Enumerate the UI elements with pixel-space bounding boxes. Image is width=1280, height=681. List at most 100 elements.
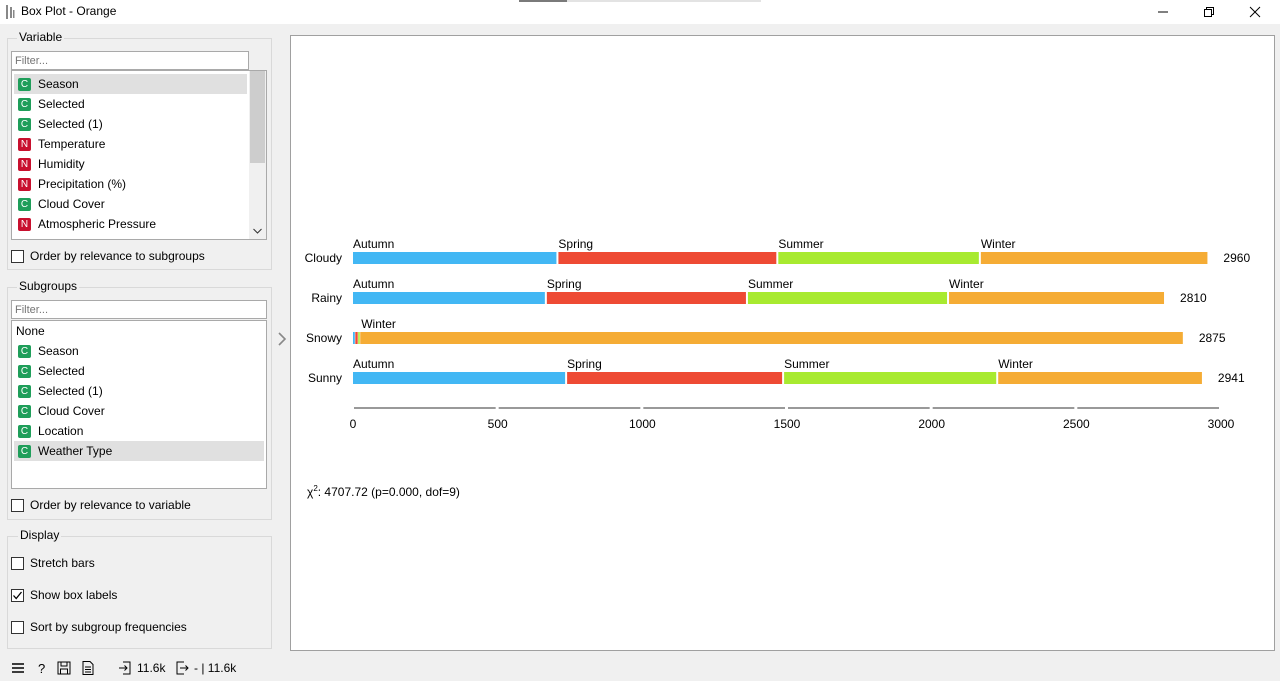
window-title: Box Plot - Orange [21, 4, 117, 18]
categorical-type-icon: C [18, 97, 31, 111]
subgroup-item-selected-1[interactable]: C Selected (1) [14, 381, 264, 401]
checkbox-box[interactable] [11, 249, 24, 263]
numeric-type-icon: N [18, 177, 31, 191]
list-item-label: Cloud Cover [38, 404, 105, 418]
list-item-label: Season [38, 77, 79, 91]
order-by-relevance-variable-checkbox[interactable]: Order by relevance to variable [11, 498, 191, 512]
show-box-labels-checkbox[interactable]: Show box labels [11, 588, 117, 602]
checkbox-label: Order by relevance to subgroups [30, 249, 205, 263]
plot-area[interactable]: Cloudy Autumn Spring Summer Winter 2960 Rainy A… [290, 35, 1275, 651]
bar-segment-sunny-winter [998, 372, 1202, 384]
subgroup-item-location[interactable]: C Location [14, 421, 264, 441]
tick-label: 2500 [1063, 417, 1090, 431]
bar-segment-snowy-spring [355, 332, 358, 344]
chevron-right-icon[interactable] [276, 331, 288, 347]
categorical-type-icon: C [18, 117, 31, 131]
tick-label: 2000 [918, 417, 945, 431]
menu-icon[interactable] [10, 660, 26, 676]
help-icon[interactable]: ? [34, 660, 50, 676]
orange-app-icon [6, 5, 15, 19]
subgroup-item-none[interactable]: None [14, 321, 264, 341]
box-label: Autumn [353, 277, 394, 291]
tick-label: 3000 [1208, 417, 1235, 431]
checkbox-box[interactable] [11, 620, 24, 634]
numeric-type-icon: N [18, 217, 31, 231]
variable-item-selected-1[interactable]: C Selected (1) [14, 114, 247, 134]
list-item-label: Humidity [38, 157, 85, 171]
tick-label: 500 [488, 417, 508, 431]
close-button[interactable] [1232, 0, 1278, 24]
bar-segment-sunny-spring [567, 372, 783, 384]
scroll-down-icon[interactable] [253, 228, 262, 234]
categorical-type-icon: C [18, 404, 31, 418]
stretch-bars-checkbox[interactable]: Stretch bars [11, 556, 95, 570]
variable-list[interactable]: C Season C Selected C Selected (1) N Temperatur… [11, 70, 267, 240]
variable-item-humidity[interactable]: N Humidity [14, 154, 247, 174]
variable-item-temperature[interactable]: N Temperature [14, 134, 247, 154]
numeric-type-icon: N [18, 137, 31, 151]
box-label: Autumn [353, 237, 394, 251]
subgroups-filter-input[interactable] [11, 300, 267, 319]
total-label: 2960 [1223, 251, 1250, 265]
restore-icon [1204, 7, 1214, 17]
box-label: Winter [361, 317, 396, 331]
status-bar: ? 11.6k - | 11.6k [0, 655, 1280, 681]
variable-list-scroll-thumb[interactable] [250, 71, 265, 163]
list-item-label: Precipitation (%) [38, 177, 127, 191]
bar-segment-rainy-spring [546, 292, 746, 304]
category-label: Sunny [308, 371, 342, 385]
variable-item-selected[interactable]: C Selected [14, 94, 247, 114]
list-item-label: Selected [38, 364, 85, 378]
subgroups-list[interactable]: None C Season C Selected C Selected (1) C Cloud… [11, 320, 267, 489]
checkmark-icon [13, 591, 23, 599]
subgroup-item-cloud-cover[interactable]: C Cloud Cover [14, 401, 264, 421]
list-item-label: Atmospheric Pressure [38, 217, 157, 231]
list-item-label: Selected (1) [38, 384, 103, 398]
box-label: Spring [558, 237, 593, 251]
subgroup-item-weather-type[interactable]: C Weather Type [14, 441, 264, 461]
subgroup-item-season[interactable]: C Season [14, 341, 264, 361]
box-label: Spring [567, 357, 602, 371]
category-label: Cloudy [305, 251, 342, 265]
categorical-type-icon: C [18, 424, 31, 438]
variable-item-precipitation[interactable]: N Precipitation (%) [14, 174, 247, 194]
box-label: Autumn [353, 357, 394, 371]
sort-by-subgroup-frequencies-checkbox[interactable]: Sort by subgroup frequencies [11, 620, 187, 634]
subgroup-item-selected[interactable]: C Selected [14, 361, 264, 381]
bar-segment-cloudy-spring [558, 252, 777, 264]
categorical-type-icon: C [18, 77, 31, 91]
bar-segment-rainy-winter [949, 292, 1165, 304]
report-icon[interactable] [80, 660, 96, 676]
checkbox-box[interactable] [11, 588, 24, 602]
bar-segment-cloudy-winter [980, 252, 1208, 264]
total-label: 2875 [1199, 331, 1226, 345]
box-plot-chart[interactable]: Cloudy Autumn Spring Summer Winter 2960 Rainy A… [291, 36, 1274, 650]
display-group-title: Display [18, 528, 62, 542]
list-item-label: Selected (1) [38, 117, 103, 131]
variable-item-atmospheric-pressure[interactable]: N Atmospheric Pressure [14, 214, 247, 234]
close-icon [1249, 6, 1261, 18]
checkbox-label: Stretch bars [30, 556, 95, 570]
checkbox-label: Sort by subgroup frequencies [30, 620, 187, 634]
category-label: Snowy [306, 331, 342, 345]
variable-group-title: Variable [17, 30, 65, 44]
output-icon [176, 661, 189, 675]
tick-label: 1500 [774, 417, 801, 431]
save-icon[interactable] [56, 660, 72, 676]
order-by-relevance-subgroups-checkbox[interactable]: Order by relevance to subgroups [11, 249, 205, 263]
bar-segment-sunny-autumn [353, 372, 566, 384]
checkbox-box[interactable] [11, 498, 24, 512]
variable-item-cloud-cover[interactable]: C Cloud Cover [14, 194, 247, 214]
box-label: Spring [547, 277, 582, 291]
variable-filter-input[interactable] [11, 51, 249, 70]
checkbox-box[interactable] [11, 556, 24, 570]
categorical-type-icon: C [18, 444, 31, 458]
total-label: 2810 [1180, 291, 1207, 305]
categorical-type-icon: C [18, 197, 31, 211]
box-label: Summer [748, 277, 793, 291]
variable-item-season[interactable]: C Season [14, 74, 247, 94]
variable-list-scrollbar[interactable] [249, 71, 266, 239]
restore-button[interactable] [1186, 0, 1232, 24]
box-label: Winter [981, 237, 1016, 251]
minimize-button[interactable] [1140, 0, 1186, 24]
